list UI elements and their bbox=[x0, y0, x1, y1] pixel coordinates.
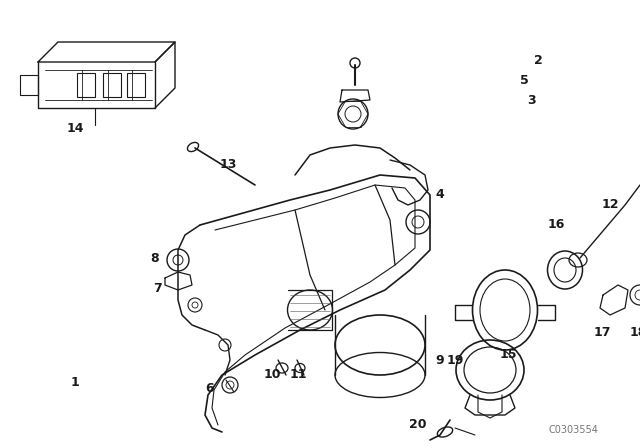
Text: 2: 2 bbox=[534, 53, 542, 66]
Text: 11: 11 bbox=[289, 369, 307, 382]
Bar bbox=[20, 75, 38, 95]
Text: C0303554: C0303554 bbox=[548, 425, 598, 435]
Text: 15: 15 bbox=[499, 349, 516, 362]
Text: 20: 20 bbox=[409, 418, 427, 431]
Text: 1: 1 bbox=[70, 375, 79, 388]
Text: 13: 13 bbox=[220, 159, 237, 172]
Text: 9: 9 bbox=[436, 353, 444, 366]
Text: 14: 14 bbox=[67, 121, 84, 134]
Bar bbox=[127, 73, 145, 97]
Bar bbox=[77, 73, 95, 97]
Text: 8: 8 bbox=[150, 251, 159, 264]
Text: 12: 12 bbox=[601, 198, 619, 211]
Text: 16: 16 bbox=[547, 219, 564, 232]
Text: 18: 18 bbox=[629, 326, 640, 339]
Text: 6: 6 bbox=[205, 382, 214, 395]
Text: 7: 7 bbox=[154, 281, 163, 294]
Text: 3: 3 bbox=[527, 94, 535, 107]
Text: 17: 17 bbox=[593, 326, 611, 339]
Text: 10: 10 bbox=[263, 369, 281, 382]
Text: 5: 5 bbox=[520, 73, 529, 86]
Text: 19: 19 bbox=[446, 353, 464, 366]
Text: 4: 4 bbox=[436, 189, 444, 202]
Bar bbox=[103, 73, 121, 97]
